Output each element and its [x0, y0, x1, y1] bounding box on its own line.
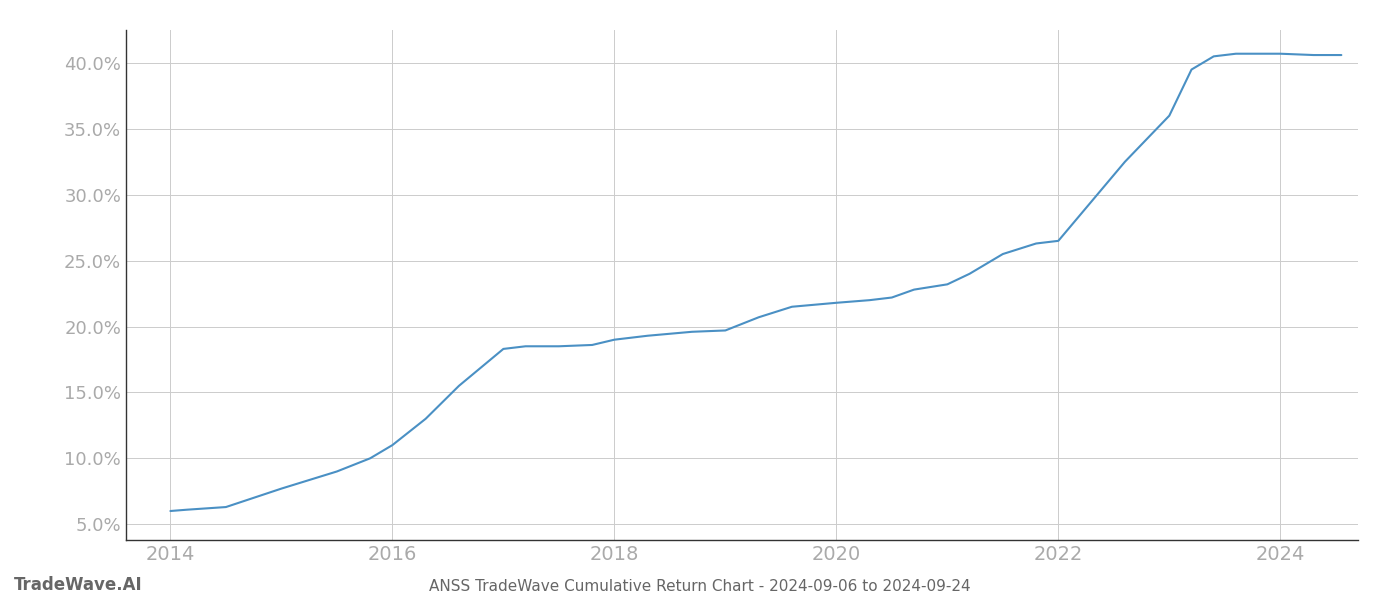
Text: ANSS TradeWave Cumulative Return Chart - 2024-09-06 to 2024-09-24: ANSS TradeWave Cumulative Return Chart -…	[430, 579, 970, 594]
Text: TradeWave.AI: TradeWave.AI	[14, 576, 143, 594]
